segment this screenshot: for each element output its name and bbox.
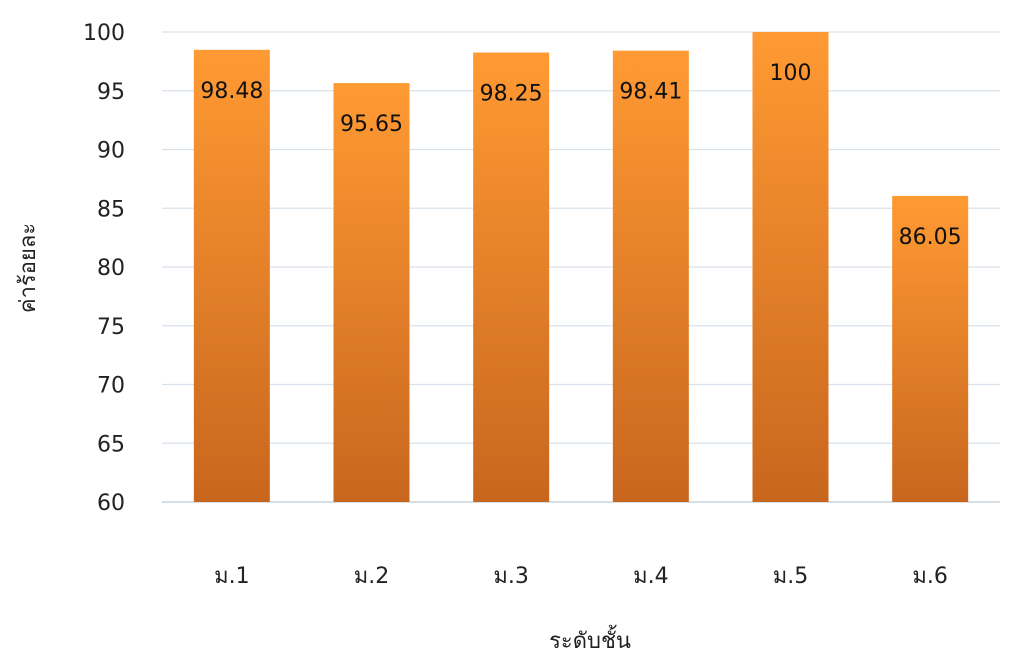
bar bbox=[473, 52, 550, 502]
gridlines bbox=[162, 31, 1000, 503]
data-label: 98.41 bbox=[619, 80, 682, 105]
y-tick-label: 80 bbox=[97, 256, 125, 281]
bar bbox=[752, 32, 829, 502]
bar bbox=[193, 49, 270, 503]
bar bbox=[892, 195, 969, 502]
y-tick-label: 60 bbox=[97, 491, 125, 516]
x-tick-label: ม.1 bbox=[214, 564, 250, 589]
data-labels: 98.48 95.65 98.25 98.41 100 86.05 bbox=[200, 61, 961, 250]
y-tick-label: 90 bbox=[97, 139, 125, 164]
data-label: 95.65 bbox=[340, 112, 403, 137]
x-tick-label: ม.4 bbox=[633, 564, 669, 589]
y-tick-label: 65 bbox=[97, 432, 125, 457]
x-tick-label: ม.6 bbox=[912, 564, 948, 589]
x-tick-label: ม.3 bbox=[493, 564, 529, 589]
x-tick-label: ม.2 bbox=[354, 564, 390, 589]
bars bbox=[193, 32, 969, 503]
data-label: 98.48 bbox=[200, 79, 263, 104]
y-tick-label: 70 bbox=[97, 374, 125, 399]
x-axis-ticks: ม.1 ม.2 ม.3 ม.4 ม.5 ม.6 bbox=[214, 564, 948, 589]
y-axis-title: ค่าร้อยละ bbox=[16, 223, 41, 313]
bar bbox=[612, 50, 689, 503]
y-tick-label: 100 bbox=[83, 21, 125, 46]
data-label: 100 bbox=[770, 61, 812, 86]
data-label: 86.05 bbox=[899, 225, 962, 250]
x-axis-title: ระดับชั้น bbox=[549, 625, 631, 654]
x-tick-label: ม.5 bbox=[773, 564, 809, 589]
y-tick-label: 85 bbox=[97, 197, 125, 222]
y-tick-label: 95 bbox=[97, 80, 125, 105]
data-label: 98.25 bbox=[480, 82, 543, 107]
bar bbox=[333, 83, 410, 503]
y-axis-ticks: 60 65 70 75 80 85 90 95 100 bbox=[83, 21, 125, 516]
y-tick-label: 75 bbox=[97, 315, 125, 340]
